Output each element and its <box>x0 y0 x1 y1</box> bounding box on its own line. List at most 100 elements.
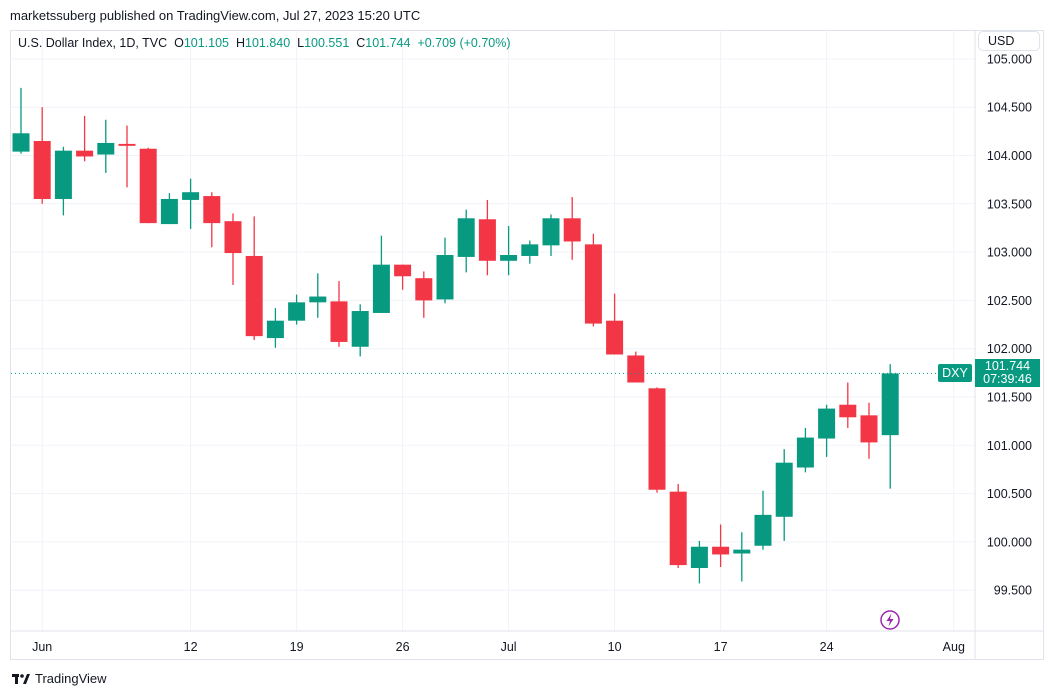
publisher-line: marketssuberg published on TradingView.c… <box>10 8 421 23</box>
lightning-icon[interactable] <box>880 610 900 630</box>
candle-down[interactable] <box>648 387 666 493</box>
y-tick-label: 100.500 <box>987 487 1032 501</box>
candle-down[interactable] <box>563 197 581 260</box>
candle-body <box>266 320 284 339</box>
candle-up[interactable] <box>796 427 814 473</box>
candle-down[interactable] <box>203 192 221 248</box>
low-value: 100.551 <box>304 36 350 50</box>
candle-down[interactable] <box>245 216 263 341</box>
candle-body <box>394 264 412 277</box>
candle-body <box>245 255 263 337</box>
candle-body <box>76 150 94 157</box>
high-label: H <box>235 36 245 50</box>
candle-up[interactable] <box>372 235 390 313</box>
candle-up[interactable] <box>351 304 369 357</box>
candle-body <box>775 462 793 517</box>
close-value: 101.744 <box>365 36 411 50</box>
candle-down[interactable] <box>33 107 51 204</box>
candle-down[interactable] <box>478 199 496 276</box>
candle-body <box>33 141 51 199</box>
candle-body <box>203 196 221 224</box>
candle-down[interactable] <box>606 293 624 355</box>
open-label: O <box>174 36 184 50</box>
x-tick-label: 26 <box>396 640 410 654</box>
candle-down[interactable] <box>118 125 136 188</box>
candle-body <box>563 218 581 242</box>
candle-up[interactable] <box>542 214 560 256</box>
candle-body <box>733 549 751 554</box>
candle-up[interactable] <box>54 146 72 216</box>
candle-up[interactable] <box>12 87 30 154</box>
candle-body <box>818 408 836 439</box>
y-tick-label: 103.000 <box>987 246 1032 260</box>
candle-down[interactable] <box>669 483 687 568</box>
last-price-label: 101.744 07:39:46 <box>975 359 1040 387</box>
y-tick-label: 105.000 <box>987 52 1032 66</box>
candle-up[interactable] <box>733 532 751 582</box>
candle-down[interactable] <box>76 115 94 162</box>
x-tick-label: 12 <box>184 640 198 654</box>
candle-body <box>627 355 645 383</box>
candle-up[interactable] <box>818 404 836 457</box>
candle-up[interactable] <box>97 119 115 173</box>
candle-up[interactable] <box>160 193 178 225</box>
y-tick-label: 100.000 <box>987 535 1032 549</box>
candle-up[interactable] <box>521 240 539 264</box>
candle-down[interactable] <box>330 281 348 347</box>
candle-down[interactable] <box>224 213 242 285</box>
y-tick-label: 103.500 <box>987 197 1032 211</box>
candle-body <box>796 437 814 468</box>
y-tick-label: 104.000 <box>987 149 1032 163</box>
candle-up[interactable] <box>457 209 475 273</box>
x-tick-label: Aug <box>943 640 965 654</box>
candle-down[interactable] <box>860 402 878 459</box>
y-tick-label: 101.500 <box>987 391 1032 405</box>
candle-body <box>881 373 899 436</box>
x-tick-label: 10 <box>608 640 622 654</box>
candle-down[interactable] <box>712 524 730 568</box>
tradingview-logo[interactable]: TradingView <box>12 671 107 686</box>
candle-down[interactable] <box>415 271 433 318</box>
candle-up[interactable] <box>881 364 899 489</box>
footer-brand: TradingView <box>35 671 107 686</box>
candle-up[interactable] <box>690 540 708 584</box>
candle-body <box>839 404 857 418</box>
chart-frame <box>10 30 1044 660</box>
ohlc-legend: U.S. Dollar Index, 1D, TVC O101.105 H101… <box>18 36 511 50</box>
candle-up[interactable] <box>288 294 306 325</box>
candle-down[interactable] <box>839 382 857 428</box>
last-price-value: 101.744 <box>984 359 1031 373</box>
candle-up[interactable] <box>500 226 518 276</box>
x-tick-label: 19 <box>290 640 304 654</box>
candle-body <box>669 491 687 566</box>
candle-up[interactable] <box>182 178 200 229</box>
candle-up[interactable] <box>775 449 793 541</box>
candle-body <box>542 218 560 246</box>
candle-up[interactable] <box>436 237 454 304</box>
grid <box>11 31 975 631</box>
x-tick-label: Jun <box>32 640 52 654</box>
candle-body <box>182 192 200 200</box>
close-label: C <box>356 36 366 50</box>
candle-down[interactable] <box>584 233 602 327</box>
candle-down[interactable] <box>394 264 412 290</box>
x-tick-label: Jul <box>501 640 517 654</box>
candle-up[interactable] <box>754 490 772 550</box>
candle-body <box>478 219 496 261</box>
candle-up[interactable] <box>309 273 327 318</box>
price-axis: 99.500 100.000 100.500 101.000 101.500 102.00… <box>987 52 1032 597</box>
candle-down[interactable] <box>627 351 645 383</box>
change-value: +0.709 (+0.70%) <box>417 36 511 50</box>
candle-body <box>606 320 624 355</box>
candle-body <box>97 142 115 155</box>
candle-down[interactable] <box>139 147 157 224</box>
open-value: 101.105 <box>183 36 230 50</box>
currency-button[interactable]: USD <box>978 31 1040 51</box>
candle-body <box>309 296 327 303</box>
bar-countdown: 07:39:46 <box>983 372 1032 386</box>
y-tick-label: 104.500 <box>987 101 1032 115</box>
candle-body <box>160 198 178 225</box>
candle-up[interactable] <box>266 308 284 348</box>
high-value: 101.840 <box>245 36 291 50</box>
